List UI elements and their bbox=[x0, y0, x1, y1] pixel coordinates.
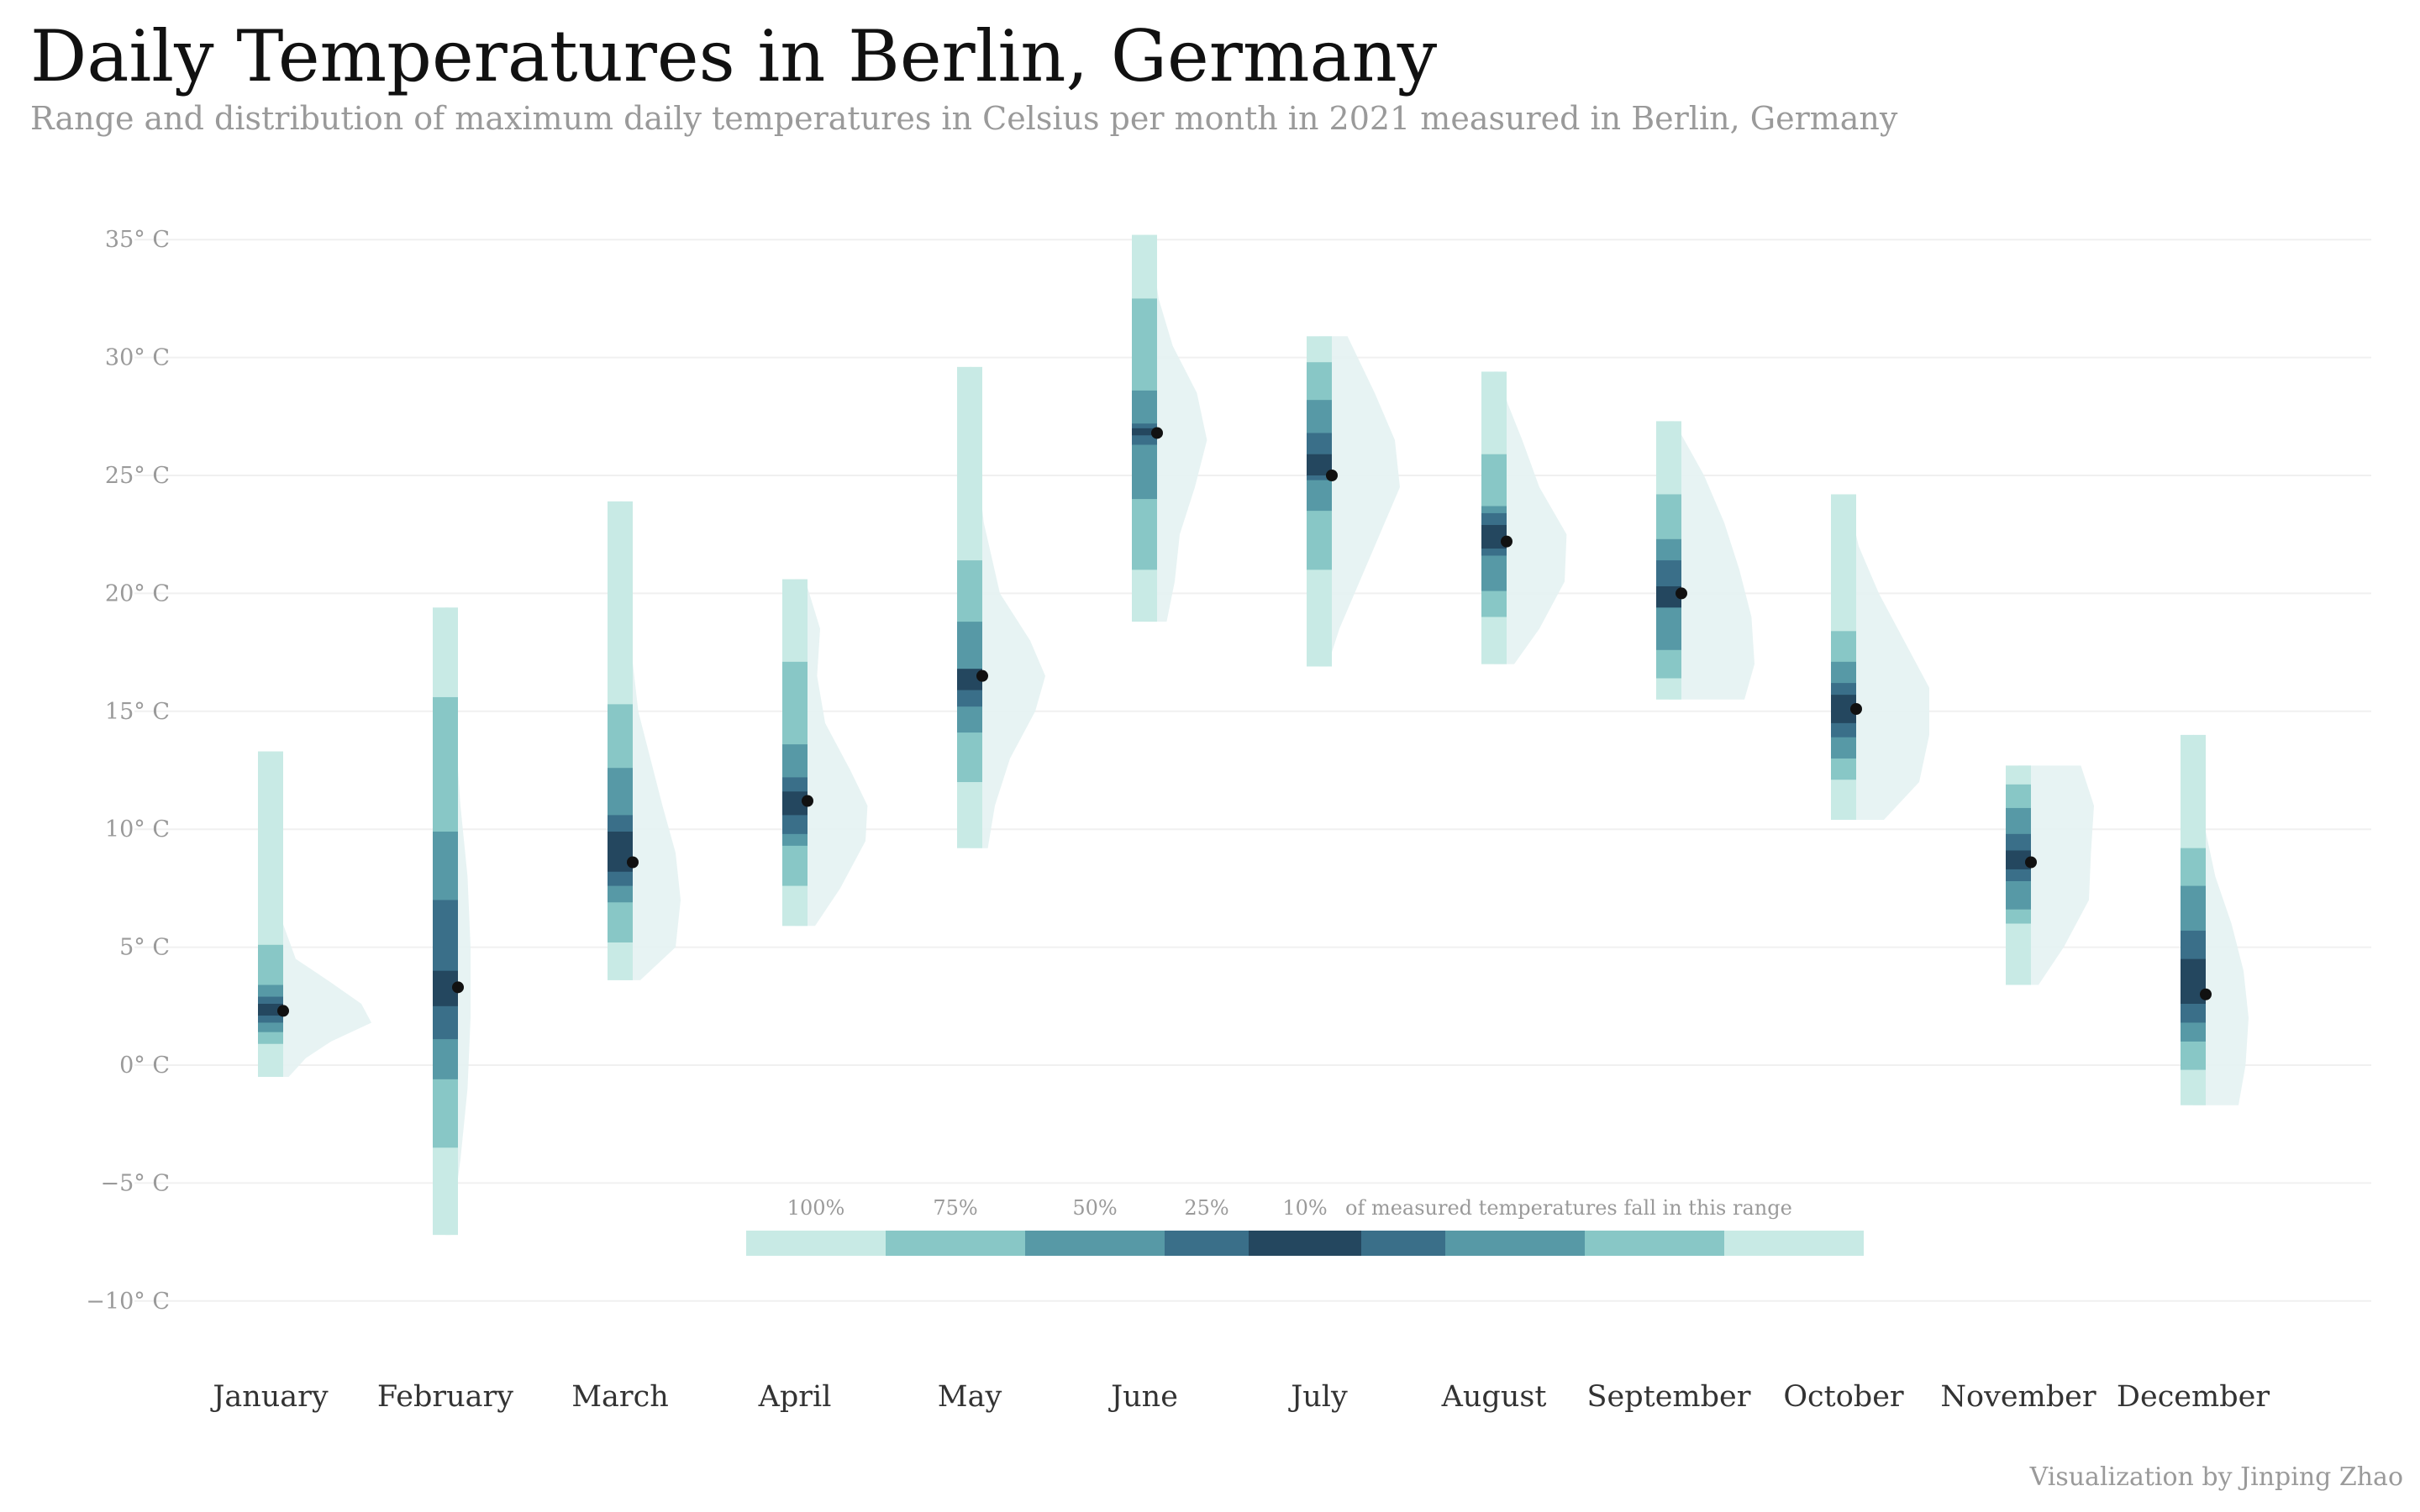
median-point bbox=[277, 1005, 289, 1017]
month-august bbox=[1481, 371, 1567, 664]
median-point bbox=[1850, 702, 1862, 715]
median-point bbox=[1326, 470, 1338, 481]
month-february bbox=[433, 607, 471, 1236]
median-point bbox=[627, 856, 639, 869]
density-shape bbox=[1494, 371, 1567, 664]
y-tick-label: 20° C bbox=[105, 580, 170, 606]
median-point bbox=[2025, 856, 2037, 869]
density-shape bbox=[970, 366, 1045, 848]
density-shape bbox=[1844, 494, 1929, 820]
month-november bbox=[2006, 765, 2094, 985]
x-tick-label: August bbox=[1441, 1380, 1547, 1414]
month-march bbox=[608, 501, 681, 980]
density-shape bbox=[1669, 421, 1754, 700]
density-shape bbox=[2193, 734, 2249, 1105]
x-tick-label: September bbox=[1587, 1380, 1751, 1414]
median-point bbox=[452, 981, 464, 994]
plot-area bbox=[258, 234, 2249, 1236]
month-january bbox=[258, 751, 371, 1078]
x-tick-label: May bbox=[938, 1380, 1002, 1414]
x-axis: January February March April May June July Augu… bbox=[210, 1380, 2270, 1414]
density-shape bbox=[795, 579, 868, 927]
chart-title: Daily Temperatures in Berlin, Germany bbox=[30, 15, 1438, 97]
range-10 bbox=[2006, 850, 2031, 869]
median-point bbox=[2200, 988, 2212, 1000]
median-point bbox=[1151, 427, 1163, 439]
y-tick-label: −10° C bbox=[86, 1289, 170, 1315]
x-tick-label: June bbox=[1108, 1380, 1178, 1414]
month-may bbox=[957, 366, 1045, 848]
legend-swatch-50 bbox=[1445, 1231, 1585, 1256]
month-december bbox=[2181, 734, 2249, 1105]
legend-swatch-10 bbox=[1249, 1231, 1361, 1256]
legend-swatch-100 bbox=[1724, 1231, 1864, 1256]
legend-level-label: 100% bbox=[787, 1196, 845, 1220]
legend-level-label: 75% bbox=[933, 1196, 977, 1220]
legend: of measured temperatures fall in this ra… bbox=[746, 1196, 1864, 1256]
y-axis: −10° C −5° C 0° C 5° C 10° C 15° C 20° C 25° C 3… bbox=[86, 227, 170, 1315]
month-july bbox=[1307, 336, 1400, 667]
x-tick-label: November bbox=[1940, 1380, 2096, 1414]
density-shape bbox=[2018, 765, 2094, 985]
y-tick-label: 15° C bbox=[105, 699, 170, 725]
legend-swatch-25 bbox=[1165, 1231, 1249, 1256]
density-shape bbox=[1144, 234, 1207, 622]
y-tick-label: 0° C bbox=[119, 1053, 170, 1079]
y-tick-label: 30° C bbox=[105, 345, 170, 371]
x-tick-label: December bbox=[2117, 1380, 2270, 1414]
y-tick-label: 35° C bbox=[105, 227, 170, 253]
y-tick-label: 25° C bbox=[105, 463, 170, 489]
month-april bbox=[782, 579, 868, 927]
y-tick-label: 5° C bbox=[119, 935, 170, 961]
median-point bbox=[1676, 587, 1687, 600]
x-tick-label: February bbox=[377, 1380, 513, 1414]
month-october bbox=[1831, 494, 1929, 820]
y-tick-label: −5° C bbox=[100, 1170, 170, 1196]
density-shape bbox=[271, 751, 371, 1077]
x-tick-label: March bbox=[571, 1380, 669, 1414]
legend-swatch-50 bbox=[1025, 1231, 1165, 1256]
legend-swatch-100 bbox=[746, 1231, 886, 1256]
legend-level-label: 10% bbox=[1282, 1196, 1327, 1220]
range-10 bbox=[1132, 428, 1157, 436]
legend-level-label: 50% bbox=[1072, 1196, 1117, 1220]
gridlines bbox=[134, 239, 2371, 1302]
x-tick-label: April bbox=[758, 1380, 832, 1414]
legend-caption: of measured temperatures fall in this ra… bbox=[1345, 1196, 1792, 1220]
median-point bbox=[802, 795, 813, 807]
legend-swatch-75 bbox=[886, 1231, 1025, 1256]
x-tick-label: January bbox=[210, 1380, 329, 1414]
range-25 bbox=[433, 900, 458, 1040]
chart-subtitle: Range and distribution of maximum daily … bbox=[30, 100, 1898, 137]
legend-swatch-25 bbox=[1361, 1231, 1445, 1256]
y-tick-label: 10° C bbox=[105, 816, 170, 843]
density-shape bbox=[1319, 336, 1400, 667]
source-caption: Visualization by Jinping Zhao bbox=[2029, 1462, 2403, 1492]
legend-swatch-75 bbox=[1585, 1231, 1724, 1256]
median-point bbox=[1501, 535, 1512, 548]
x-tick-label: July bbox=[1288, 1380, 1348, 1414]
range-10 bbox=[258, 1003, 283, 1016]
month-september bbox=[1656, 421, 1754, 700]
x-tick-label: October bbox=[1783, 1380, 1904, 1414]
month-june bbox=[1132, 234, 1207, 622]
median-point bbox=[976, 669, 988, 682]
legend-level-label: 25% bbox=[1184, 1196, 1228, 1220]
